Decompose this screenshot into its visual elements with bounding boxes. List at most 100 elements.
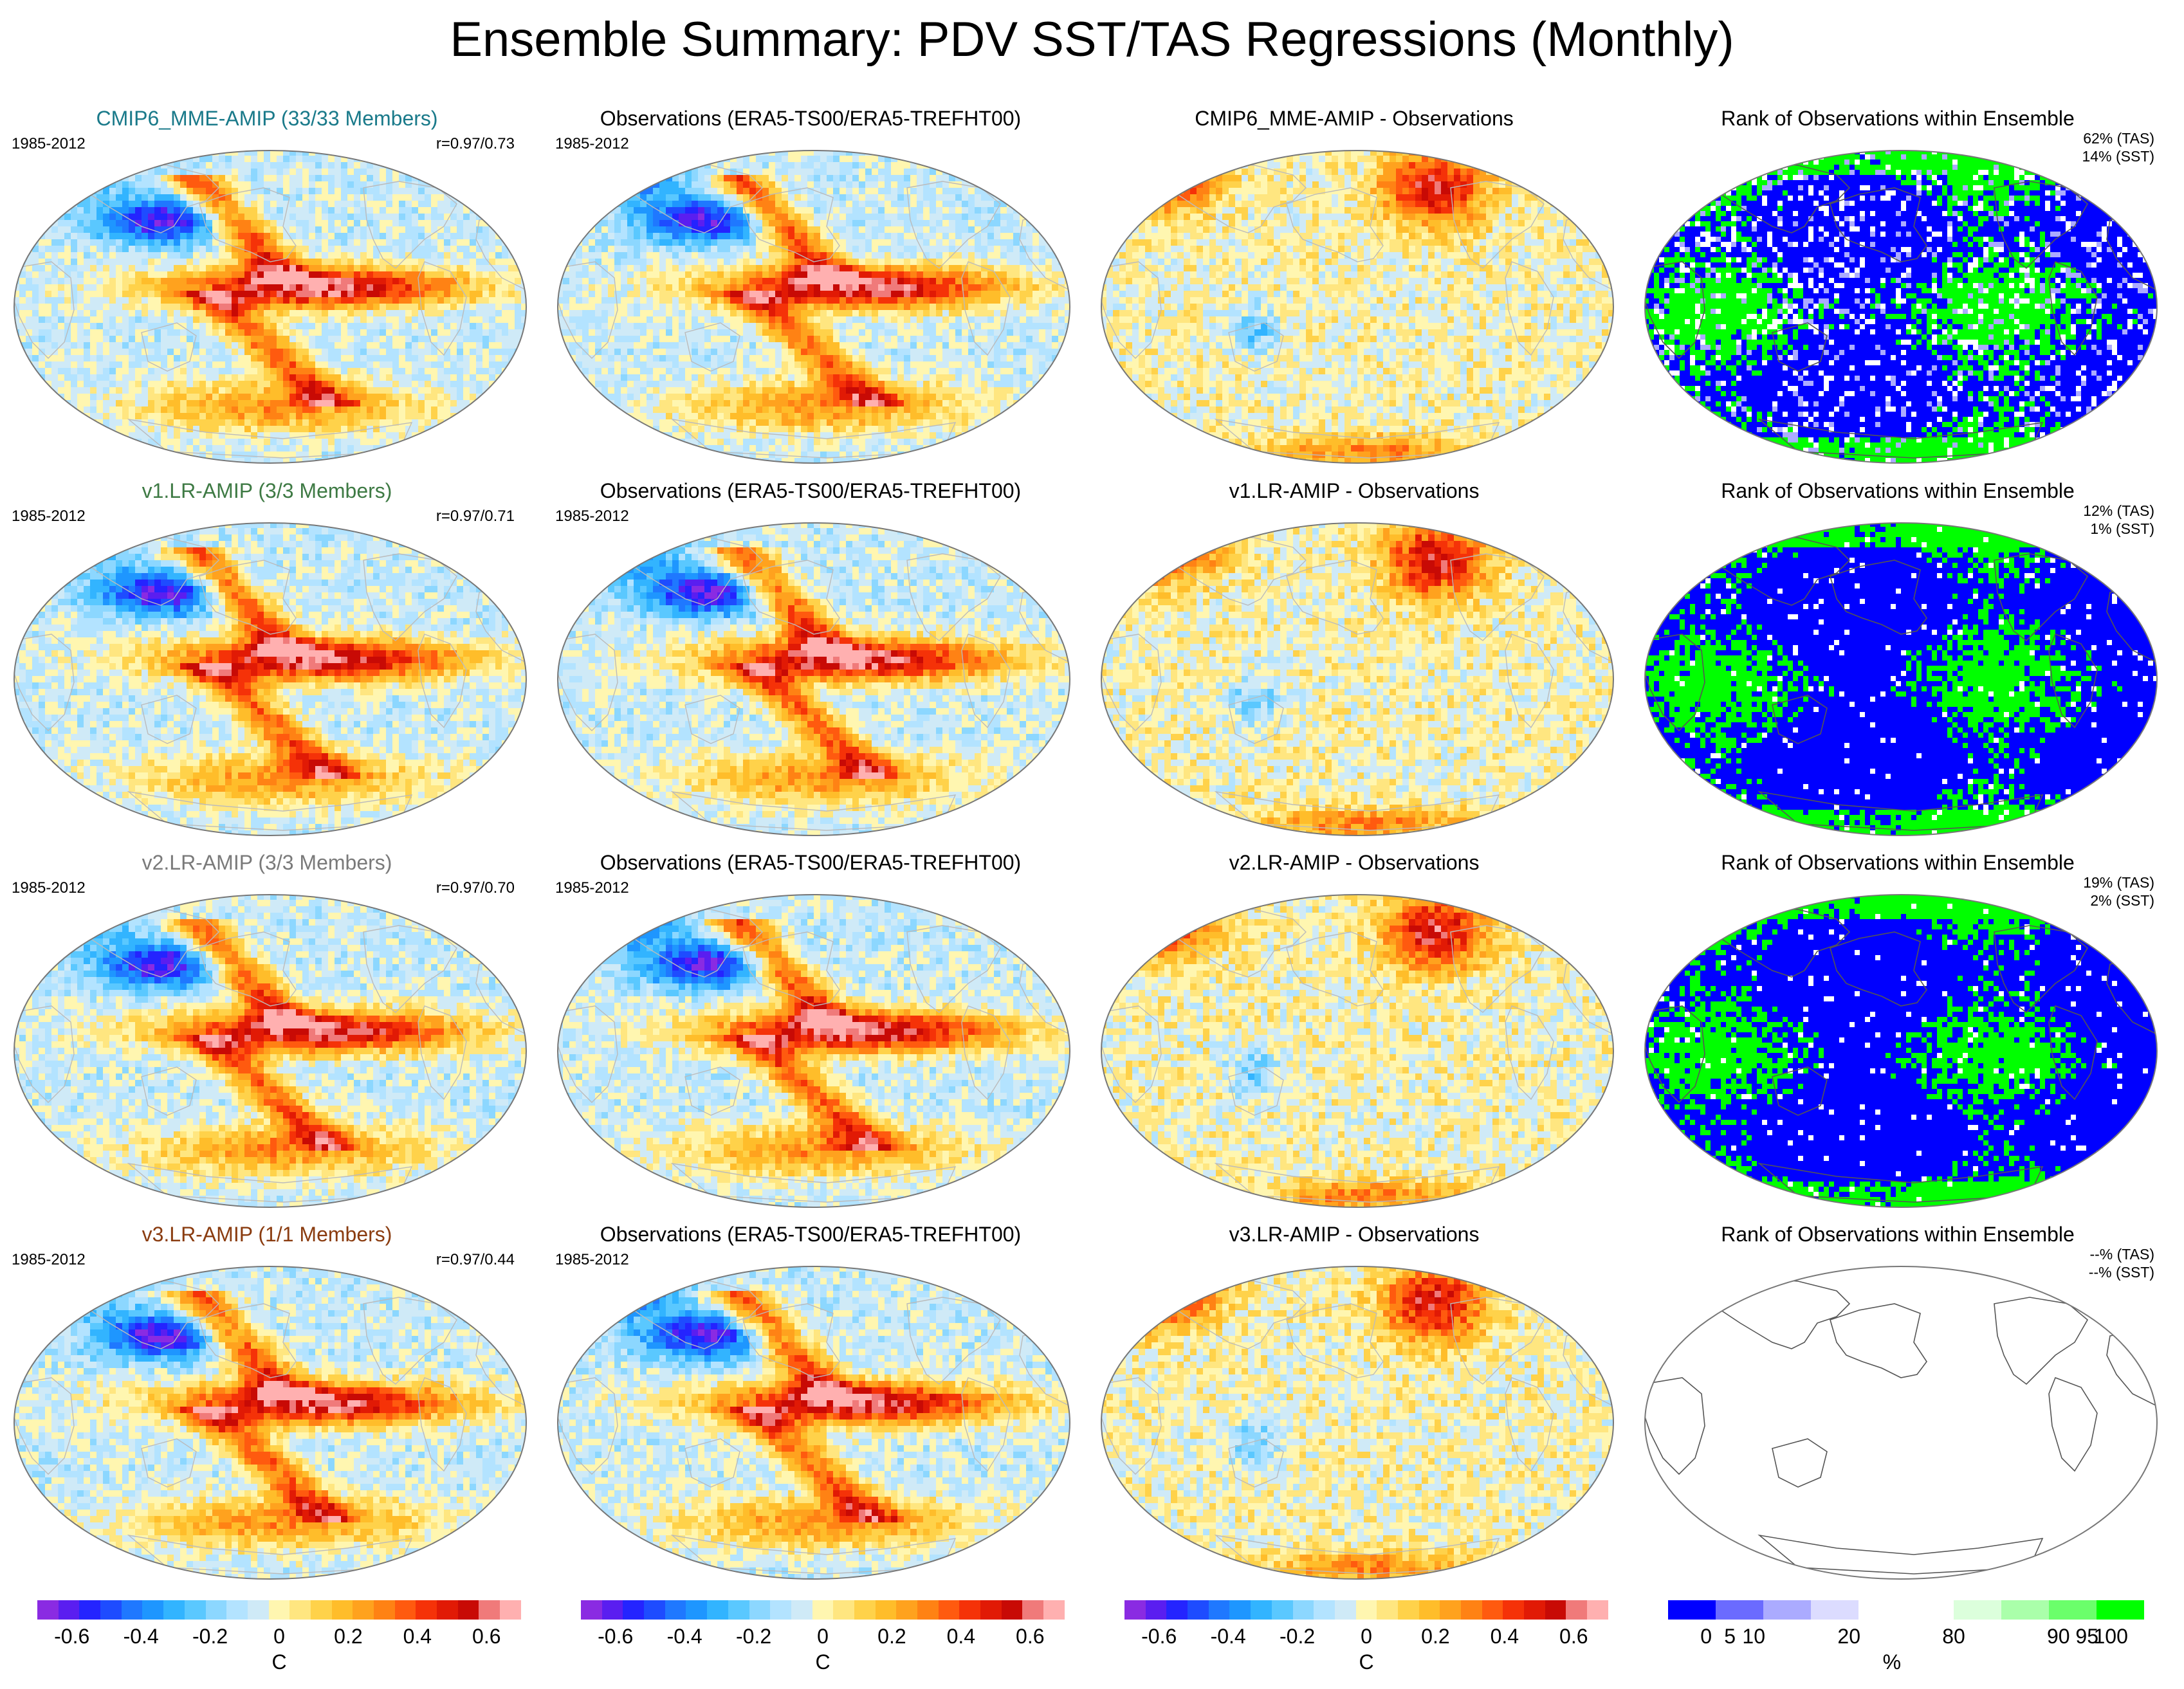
colorbar-swatch <box>59 1600 80 1620</box>
colorbar-swatch <box>980 1600 1002 1620</box>
colorbar-swatch <box>707 1600 728 1620</box>
colorbar-swatch <box>1146 1600 1167 1620</box>
field-layer <box>13 1265 528 1580</box>
colorbar-swatch <box>416 1600 437 1620</box>
colorbar-swatch <box>1954 1600 2001 1620</box>
colorbar-unit: C <box>815 1650 830 1674</box>
colorbar-tick: 0 <box>1361 1625 1372 1648</box>
colorbar-swatch <box>1545 1600 1566 1620</box>
colorbar-swatch <box>1811 1600 1858 1620</box>
colorbar-swatch <box>959 1600 980 1620</box>
panel-title: CMIP6_MME-AMIP - Observations <box>1087 107 1621 131</box>
colorbar-swatch <box>896 1600 917 1620</box>
colorbar-swatch <box>395 1600 416 1620</box>
world-map-model <box>13 522 528 837</box>
colorbar-swatch <box>602 1600 623 1620</box>
panel-rank-row-4: Rank of Observations within Ensemble --% … <box>1631 1223 2165 1583</box>
panel-title: Rank of Observations within Ensemble <box>1631 107 2165 131</box>
colorbar-swatch <box>581 1600 602 1620</box>
colorbar-swatch <box>206 1600 227 1620</box>
colorbar-swatches <box>1668 1600 2144 1620</box>
panel-obs-row-3: Observations (ERA5-TS00/ERA5-TREFHT00) 19… <box>544 851 1078 1211</box>
world-map-rank <box>1644 893 2158 1209</box>
colorbar-swatch <box>1314 1600 1335 1620</box>
colorbar-swatch <box>1124 1600 1146 1620</box>
colorbar-tick: -0.4 <box>667 1625 702 1648</box>
colorbar-swatch <box>2097 1600 2144 1620</box>
colorbar-swatch <box>185 1600 206 1620</box>
colorbar-tick: 0 <box>1700 1625 1712 1648</box>
colorbar-swatch <box>812 1600 834 1620</box>
field-layer <box>13 522 528 837</box>
panel-title: Observations (ERA5-TS00/ERA5-TREFHT00) <box>544 851 1078 875</box>
panel-diff-row-3: v2.LR-AMIP - Observations <box>1087 851 1621 1211</box>
world-map-rank <box>1644 149 2158 464</box>
field-layer <box>1100 149 1615 464</box>
world-map-model <box>13 1265 528 1580</box>
colorbar-swatch <box>2001 1600 2049 1620</box>
panel-title: Rank of Observations within Ensemble <box>1631 479 2165 503</box>
colorbar-swatches <box>581 1600 1065 1620</box>
colorbar-unit: C <box>271 1650 286 1674</box>
panel-title: Observations (ERA5-TS00/ERA5-TREFHT00) <box>544 1223 1078 1246</box>
colorbar-swatch <box>374 1600 395 1620</box>
colorbar-swatch <box>458 1600 479 1620</box>
colorbar-swatch <box>311 1600 332 1620</box>
colorbar-swatch <box>833 1600 854 1620</box>
colorbar-swatch <box>1440 1600 1461 1620</box>
colorbar-swatch <box>289 1600 311 1620</box>
colorbar-tick: 100 <box>2093 1625 2127 1648</box>
colorbar-swatch <box>226 1600 248 1620</box>
colorbar-swatch <box>269 1600 290 1620</box>
colorbar-swatch <box>1524 1600 1545 1620</box>
field-layer <box>556 1265 1071 1580</box>
colorbar-swatch <box>1858 1600 1906 1620</box>
panel-model-row-1: CMIP6_MME-AMIP (33/33 Members) 1985-2012 r… <box>0 107 534 467</box>
field-layer <box>556 893 1071 1209</box>
colorbar-swatch <box>1716 1600 1763 1620</box>
panel-model-row-4: v3.LR-AMIP (1/1 Members) 1985-2012 r=0.97/… <box>0 1223 534 1583</box>
colorbar-tick: -0.6 <box>1141 1625 1177 1648</box>
colorbar-tick: 0.4 <box>1491 1625 1519 1648</box>
colorbar-tick: 90 <box>2047 1625 2070 1648</box>
world-map-obs <box>556 1265 1071 1580</box>
tas-rank-label: 62% (TAS) <box>2083 130 2154 147</box>
colorbar-swatch <box>500 1600 521 1620</box>
colorbar-tick: 0.2 <box>877 1625 906 1648</box>
colorbar-2: -0.6 -0.4 -0.2 0 0.2 0.4 0.6 C <box>581 1600 1070 1674</box>
field-layer <box>13 149 528 464</box>
colorbar-swatch <box>1272 1600 1293 1620</box>
colorbar-tick: 20 <box>1837 1625 1860 1648</box>
colorbar-swatch <box>1335 1600 1356 1620</box>
world-map-rank <box>1644 522 2158 837</box>
panel-title: v1.LR-AMIP - Observations <box>1087 479 1621 503</box>
colorbar-tick: 0 <box>817 1625 829 1648</box>
panel-title: CMIP6_MME-AMIP (33/33 Members) <box>0 107 534 131</box>
colorbar-swatch <box>876 1600 897 1620</box>
panel-rank-row-2: Rank of Observations within Ensemble 12% … <box>1631 479 2165 839</box>
colorbar-swatch <box>644 1600 665 1620</box>
colorbar-tick: 0.4 <box>947 1625 975 1648</box>
colorbar-tick: 0.6 <box>1016 1625 1044 1648</box>
colorbar-swatch <box>1482 1600 1503 1620</box>
colorbar-tick: -0.2 <box>736 1625 771 1648</box>
panel-title: Rank of Observations within Ensemble <box>1631 1223 2165 1246</box>
panel-title: v2.LR-AMIP - Observations <box>1087 851 1621 875</box>
colorbar-swatch <box>728 1600 749 1620</box>
field-layer <box>556 149 1071 464</box>
panel-rank-row-1: Rank of Observations within Ensemble 62% … <box>1631 107 2165 467</box>
world-map-diff <box>1100 893 1615 1209</box>
colorbar-swatch <box>142 1600 163 1620</box>
colorbar-swatch <box>1461 1600 1482 1620</box>
field-layer <box>1100 1265 1615 1580</box>
colorbar-3: -0.6 -0.4 -0.2 0 0.2 0.4 0.6 C <box>1124 1600 1613 1674</box>
panel-model-row-2: v1.LR-AMIP (3/3 Members) 1985-2012 r=0.97/… <box>0 479 534 839</box>
colorbar-swatch <box>353 1600 374 1620</box>
panel-diff-row-4: v3.LR-AMIP - Observations <box>1087 1223 1621 1583</box>
colorbar-swatch <box>1293 1600 1314 1620</box>
colorbar-tick: 0.4 <box>403 1625 432 1648</box>
rank-layer <box>1644 522 2158 837</box>
panel-title: Rank of Observations within Ensemble <box>1631 851 2165 875</box>
world-map-rank <box>1644 1265 2158 1580</box>
colorbar-swatch <box>332 1600 353 1620</box>
